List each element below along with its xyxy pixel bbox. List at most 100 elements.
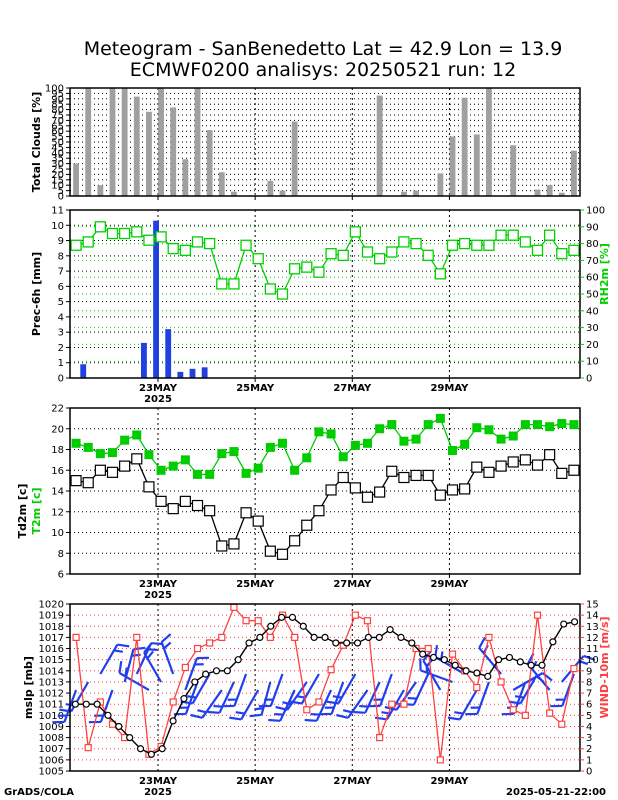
- y-tick-label: 35: [51, 154, 64, 165]
- t2m-point: [95, 449, 105, 459]
- td2m-point: [179, 495, 191, 507]
- y2-tick-label: 90: [586, 222, 599, 233]
- y-axis-label: Total Clouds [%]: [30, 92, 43, 192]
- y-tick-label: 18: [51, 445, 64, 456]
- y-axis-label: mslp [mb]: [22, 656, 35, 719]
- cloud-bar: [218, 172, 225, 196]
- td2m-point: [252, 515, 264, 527]
- t2m-point: [71, 438, 81, 448]
- y-tick-label: 1018: [39, 622, 64, 633]
- mslp-point: [505, 653, 514, 662]
- wind-barb-flag: [163, 641, 172, 650]
- y-tick-label: 1: [58, 358, 64, 369]
- t2m-point: [545, 422, 555, 432]
- wind-barb-flag: [143, 642, 153, 654]
- cloud-bar: [109, 88, 116, 196]
- mslp-point: [495, 656, 503, 664]
- y2-tick-label: 50: [586, 290, 599, 301]
- wind-barb-flag: [118, 660, 123, 674]
- x-date-label: 27MAY: [333, 383, 372, 394]
- t2m-point: [411, 434, 421, 444]
- x-date-label: 25MAY: [236, 383, 275, 394]
- y-tick-label: 25: [51, 165, 64, 176]
- mslp-point: [267, 622, 275, 630]
- x-date-label: 23MAY: [139, 383, 178, 394]
- mslp-point: [451, 661, 459, 669]
- wind-barb-flag: [336, 713, 349, 719]
- mslp-point: [299, 622, 307, 630]
- y-axis-label: T2m [c]: [30, 487, 43, 534]
- mslp-point: [288, 613, 297, 621]
- y-tick-label: 65: [51, 121, 64, 132]
- td2m-point: [374, 486, 386, 498]
- rh-point: [568, 244, 580, 256]
- rh-point: [325, 248, 337, 260]
- td2m-point: [289, 535, 301, 547]
- cloud-bar: [401, 191, 407, 196]
- y-tick-label: 1009: [39, 722, 64, 733]
- rh-point: [373, 253, 386, 265]
- y2-tick-label: 10: [586, 655, 599, 666]
- td2m-point: [191, 499, 204, 512]
- clouds-panel: 0510152025303540455055606570758085909510…: [30, 84, 581, 203]
- mslp-point: [321, 633, 329, 642]
- mslp-point: [353, 639, 362, 647]
- wind-barb-flag: [275, 705, 288, 711]
- precip-bar: [165, 329, 172, 378]
- x-date-label: 27MAY: [333, 776, 372, 787]
- wind-barb: [364, 681, 381, 714]
- cloud-bar: [206, 130, 213, 196]
- td2m-point: [568, 464, 580, 476]
- mslp-point: [560, 620, 568, 628]
- cloud-bar: [413, 190, 419, 196]
- x-date-label: 23MAY: [139, 776, 178, 787]
- mslp-point: [277, 613, 286, 621]
- footer-left: GrADS/COLA: [4, 787, 74, 798]
- y2-tick-label: 4: [586, 722, 592, 733]
- y-tick-label: 8: [58, 251, 64, 262]
- rh-point: [276, 288, 289, 300]
- wind-point: [351, 611, 359, 619]
- td2m-point: [398, 471, 410, 484]
- mslp-point: [223, 667, 231, 675]
- precip-bar: [141, 342, 147, 378]
- wind-point: [412, 644, 420, 653]
- wind-point: [206, 639, 214, 647]
- td2m-point: [155, 495, 167, 507]
- rh-point: [434, 268, 447, 280]
- t2m-point: [278, 438, 287, 448]
- t2m-point: [314, 427, 324, 437]
- mslp-point: [245, 639, 253, 647]
- td2m-point: [422, 469, 434, 482]
- wind-point: [230, 603, 238, 611]
- td2m-point: [483, 466, 495, 478]
- mslp-point: [332, 639, 340, 647]
- t2m-point: [265, 442, 275, 452]
- td2m-point: [143, 481, 155, 493]
- precip-bar: [177, 371, 184, 378]
- wind-barb-flag: [249, 713, 262, 718]
- y-tick-label: 5: [58, 186, 64, 197]
- y2-tick-label: 2: [586, 744, 592, 755]
- t2m-point: [253, 463, 263, 473]
- rh-point: [191, 236, 204, 248]
- wind-point: [315, 698, 323, 706]
- wind-barb-flag: [478, 636, 486, 649]
- wind-point: [242, 617, 250, 625]
- td2m-point: [264, 545, 276, 557]
- rh-point: [82, 236, 94, 248]
- x-date-label: 27MAY: [333, 579, 372, 590]
- wind-point: [133, 633, 141, 642]
- y-tick-label: 20: [51, 424, 64, 435]
- wind-point: [376, 733, 384, 742]
- y2-tick-label: 3: [586, 733, 592, 744]
- wind-point: [254, 617, 262, 625]
- td2m-point: [556, 467, 568, 479]
- wind-point: [388, 700, 396, 708]
- td2m-point: [82, 477, 94, 489]
- y2-tick-label: 14: [586, 611, 599, 622]
- td2m-point: [301, 519, 313, 531]
- rh-point: [216, 278, 228, 290]
- mslp-point: [202, 670, 210, 678]
- td2m-point: [337, 471, 349, 484]
